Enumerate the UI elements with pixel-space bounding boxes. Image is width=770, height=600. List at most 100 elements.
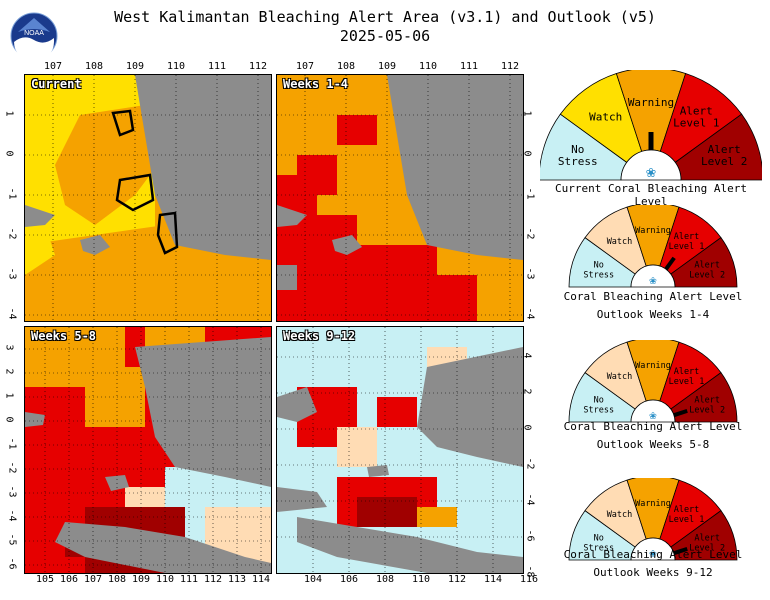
lat-tick-label: 4 xyxy=(521,352,533,359)
map-title: West Kalimantan Bleaching Alert Area (v3… xyxy=(114,8,656,26)
gauge-subcaption: Outlook Weeks 5-8 xyxy=(596,438,710,451)
gauge-label: Alert xyxy=(694,260,720,270)
gauge-label: Alert xyxy=(674,505,700,515)
lat-tick-label: 0 xyxy=(3,416,15,423)
lon-tick-label: 109 xyxy=(378,61,397,72)
alert-gauge: No Stress Watch Warning Alert Level 1 Alert Lev… xyxy=(568,337,738,428)
map-panel-current[interactable]: Current xyxy=(24,74,272,322)
lon-tick-label: 108 xyxy=(108,574,127,585)
lon-tick-label: 108 xyxy=(337,61,356,72)
lon-tick-label: 104 xyxy=(304,574,323,585)
coral-icon: ❀ xyxy=(649,408,656,422)
lat-tick-label: -2 xyxy=(6,227,18,240)
panel-label: Weeks 1-4 xyxy=(283,77,349,91)
gauge-label: Level 1 xyxy=(669,515,705,525)
lon-tick-label: 105 xyxy=(36,574,55,585)
gauge-label: Warning xyxy=(628,96,674,109)
lon-tick-label: 106 xyxy=(340,574,359,585)
alert-gauge: No Stress Watch Warning Alert Level 1 Alert Lev… xyxy=(568,202,738,293)
gauge-label: Stress xyxy=(583,543,614,553)
map-panel-weeks-9-12[interactable]: Weeks 9-12 xyxy=(276,326,524,574)
gauge-label: Alert xyxy=(694,533,720,543)
lat-tick-label: 3 xyxy=(3,344,15,351)
lon-tick-label: 108 xyxy=(85,61,104,72)
lat-tick-label: 2 xyxy=(521,388,533,395)
lon-tick-label: 111 xyxy=(180,574,199,585)
gauge-label: Watch xyxy=(589,111,622,124)
gauge-label: Alert xyxy=(674,367,700,377)
panel-label: Current xyxy=(31,77,82,91)
lon-tick-label: 113 xyxy=(228,574,247,585)
gauge-label: Level 2 xyxy=(701,155,747,168)
lon-tick-label: 110 xyxy=(156,574,175,585)
lon-tick-label: 110 xyxy=(419,61,438,72)
gauge-label: Level 1 xyxy=(673,117,719,130)
lon-tick-label: 106 xyxy=(60,574,79,585)
gauge-needle xyxy=(664,256,676,271)
panel-label: Weeks 9-12 xyxy=(283,329,356,343)
lon-tick-label: 108 xyxy=(376,574,395,585)
gauge-label: Level 2 xyxy=(689,270,725,280)
gauge-needle xyxy=(673,408,688,418)
gauge-needle xyxy=(673,546,688,556)
lat-tick-label: 1 xyxy=(3,110,15,117)
lon-tick-label: 111 xyxy=(460,61,479,72)
lat-tick-label: -8 xyxy=(524,565,536,578)
gauge-label: Level 2 xyxy=(689,405,725,415)
gauge-label: Watch xyxy=(607,237,633,247)
lat-tick-label: 0 xyxy=(521,150,533,157)
lon-tick-label: 110 xyxy=(412,574,431,585)
gauge-caption: Coral Bleaching Alert Level xyxy=(563,420,743,433)
gauge-subcaption: Outlook Weeks 1-4 xyxy=(596,308,710,321)
lat-tick-label: -6 xyxy=(6,557,18,570)
lat-tick-label: -2 xyxy=(524,227,536,240)
map-panel-weeks-5-8[interactable]: Weeks 5-8 xyxy=(24,326,272,574)
gauge-label: No xyxy=(594,260,604,270)
lat-tick-label: -2 xyxy=(6,461,18,474)
lat-tick-label: 0 xyxy=(3,150,15,157)
gauge-label: Alert xyxy=(680,105,713,118)
gauge-label: Stress xyxy=(558,155,598,168)
lat-tick-label: -4 xyxy=(524,307,536,320)
lon-tick-label: 112 xyxy=(501,61,520,72)
gauge-label: No xyxy=(594,395,604,405)
lon-tick-label: 109 xyxy=(126,61,145,72)
gauge-label: Level 1 xyxy=(669,242,705,252)
gauge-caption: Coral Bleaching Alert Level xyxy=(563,290,743,303)
noaa-logo: NOAA xyxy=(10,12,58,62)
gauge-subcaption: Outlook Weeks 9-12 xyxy=(593,566,713,579)
coral-icon: ❀ xyxy=(649,273,656,287)
lat-tick-label: -4 xyxy=(6,307,18,320)
map-panel-weeks-1-4[interactable]: Weeks 1-4 xyxy=(276,74,524,322)
gauge-label: Watch xyxy=(607,510,633,520)
lat-tick-label: -1 xyxy=(6,187,18,200)
lat-tick-label: -5 xyxy=(6,533,18,546)
gauge-label: Level 1 xyxy=(669,377,705,387)
lat-tick-label: -3 xyxy=(6,485,18,498)
lon-tick-label: 116 xyxy=(520,574,539,585)
lat-tick-label: 1 xyxy=(3,392,15,399)
lon-tick-label: 107 xyxy=(296,61,315,72)
lat-tick-label: -3 xyxy=(6,267,18,280)
lat-tick-label: 1 xyxy=(521,110,533,117)
gauge-label: Alert xyxy=(674,232,700,242)
alert-gauge: No Stress Watch Warning Alert Level 1 Alert Lev… xyxy=(538,67,764,186)
gauge-label: Alert xyxy=(708,143,741,156)
lat-tick-label: 0 xyxy=(521,424,533,431)
gauge-label: Alert xyxy=(694,395,720,405)
coral-icon: ❀ xyxy=(646,162,656,181)
gauge-caption: Coral Bleaching Alert Level xyxy=(563,548,743,561)
lat-tick-label: -6 xyxy=(524,529,536,542)
lat-tick-label: -1 xyxy=(6,437,18,450)
lat-tick-label: -1 xyxy=(524,187,536,200)
coral-icon: ❀ xyxy=(649,546,656,560)
lat-tick-label: -4 xyxy=(524,493,536,506)
lon-tick-label: 107 xyxy=(44,61,63,72)
gauge-label: Stress xyxy=(583,405,614,415)
gauge-label: Stress xyxy=(583,270,614,280)
gauge-label: Warning xyxy=(635,361,671,371)
gauge-label: No xyxy=(571,143,584,156)
lon-tick-label: 114 xyxy=(252,574,271,585)
lon-tick-label: 112 xyxy=(448,574,467,585)
gauge-label: Watch xyxy=(607,372,633,382)
